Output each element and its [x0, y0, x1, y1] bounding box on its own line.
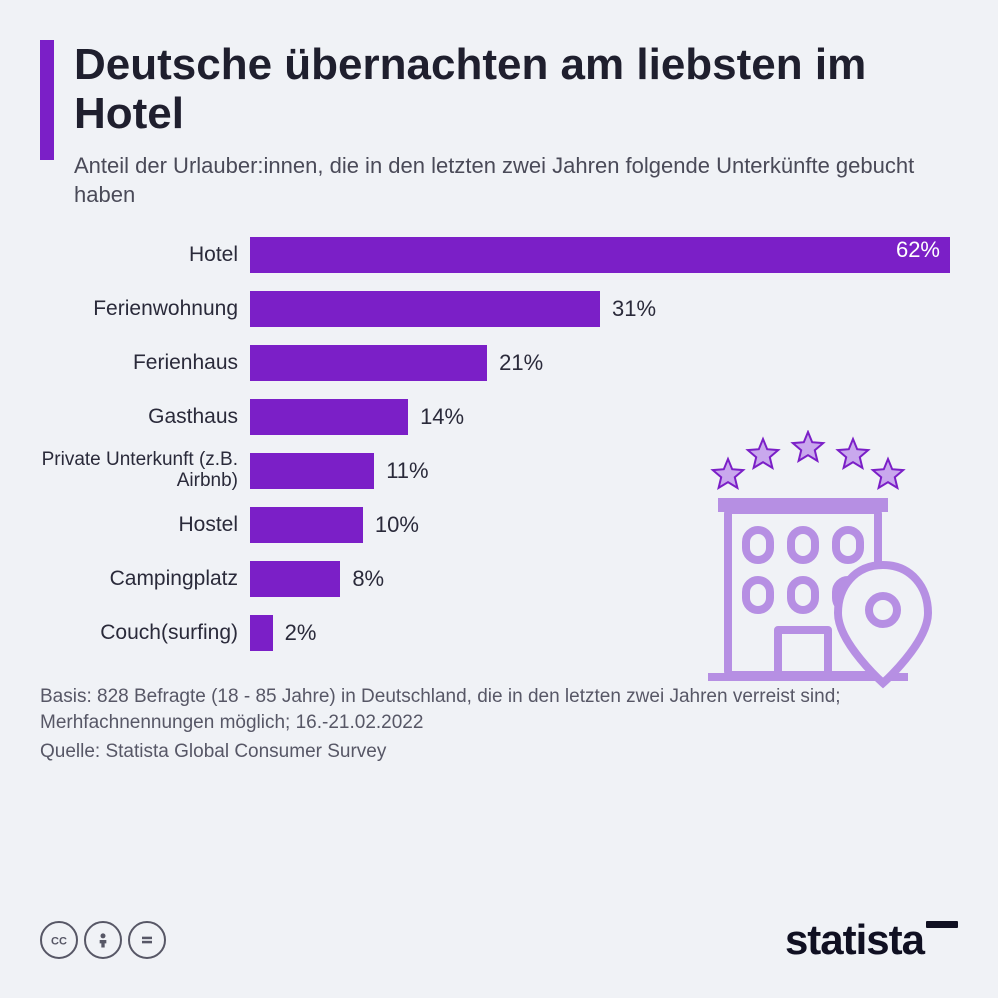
brand-logo: statista	[785, 916, 958, 964]
category-label: Gasthaus	[40, 405, 250, 428]
category-label: Ferienwohnung	[40, 297, 250, 320]
header: Deutsche übernachten am liebsten im Hote…	[40, 40, 958, 210]
value-label: 21%	[499, 350, 543, 376]
by-icon	[84, 921, 122, 959]
category-label: Ferienhaus	[40, 351, 250, 374]
value-label: 31%	[612, 296, 656, 322]
bar-area: 62%	[250, 237, 958, 273]
bar	[250, 345, 487, 381]
value-label: 2%	[285, 620, 317, 646]
bar	[250, 507, 363, 543]
bar	[250, 561, 340, 597]
category-label: Hotel	[40, 243, 250, 266]
bar-area: 21%	[250, 345, 958, 381]
bar	[250, 291, 600, 327]
hotel-illustration	[678, 430, 938, 690]
svg-text:CC: CC	[51, 936, 67, 948]
bar	[250, 399, 408, 435]
footer: CC statista	[40, 916, 958, 964]
page-title: Deutsche übernachten am liebsten im Hote…	[74, 40, 958, 139]
bar	[250, 615, 273, 651]
page-subtitle: Anteil der Urlauber:innen, die in den le…	[74, 151, 958, 210]
category-label: Hostel	[40, 513, 250, 536]
chart-row: Ferienwohnung 31%	[40, 282, 958, 336]
chart-row: Ferienhaus 21%	[40, 336, 958, 390]
bar-area: 31%	[250, 291, 958, 327]
license-icons: CC	[40, 921, 166, 959]
cc-icon: CC	[40, 921, 78, 959]
category-label: Couch(surfing)	[40, 621, 250, 644]
value-label: 10%	[375, 512, 419, 538]
bar	[250, 453, 374, 489]
chart-row: Hotel 62%	[40, 228, 958, 282]
bar: 62%	[250, 237, 950, 273]
value-label: 14%	[420, 404, 464, 430]
basis-note: Basis: 828 Befragte (18 - 85 Jahre) in D…	[40, 684, 930, 735]
accent-bar	[40, 40, 54, 160]
category-label: Campingplatz	[40, 567, 250, 590]
nd-icon	[128, 921, 166, 959]
value-label: 62%	[896, 237, 940, 263]
source-note: Quelle: Statista Global Consumer Survey	[40, 741, 958, 763]
title-block: Deutsche übernachten am liebsten im Hote…	[74, 40, 958, 210]
value-label: 11%	[386, 458, 428, 484]
category-label: Private Unterkunft (z.B. Airbnb)	[40, 450, 250, 492]
value-label: 8%	[352, 566, 384, 592]
